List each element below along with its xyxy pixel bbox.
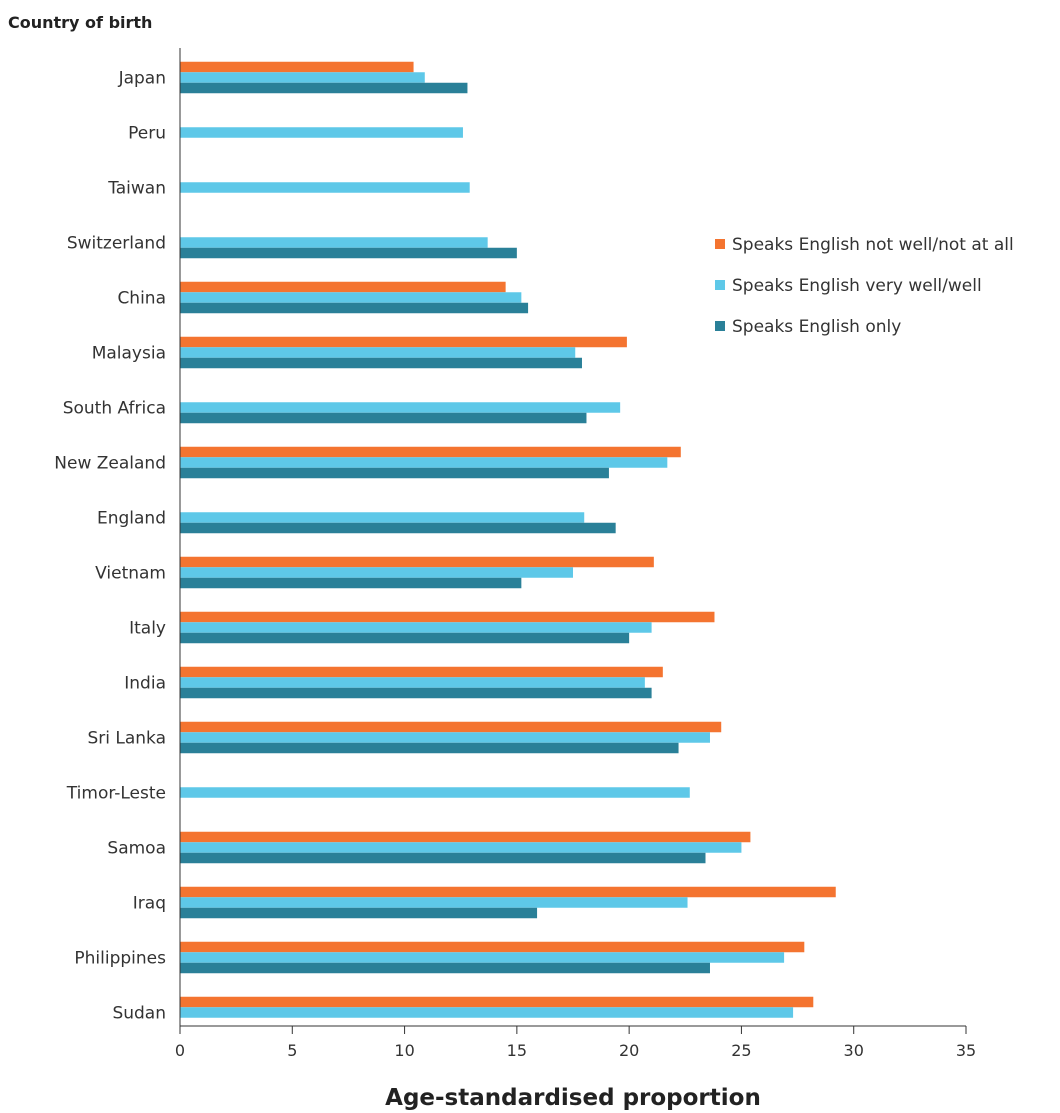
x-tick-label: 20 <box>619 1041 639 1060</box>
category-label: Switzerland <box>67 234 166 254</box>
bar <box>180 82 468 94</box>
bar <box>180 357 582 369</box>
bar <box>180 567 573 578</box>
bar <box>180 886 836 898</box>
category-label: China <box>117 289 166 309</box>
bar <box>180 996 814 1008</box>
legend-label: Speaks English only <box>732 317 901 337</box>
legend-label: Speaks English very well/well <box>732 276 982 296</box>
bar <box>180 247 517 259</box>
bar <box>180 666 663 678</box>
category-label: India <box>124 674 166 694</box>
bar <box>180 292 522 303</box>
bar <box>180 842 742 853</box>
legend-swatch <box>715 280 725 290</box>
bar <box>180 721 722 733</box>
bar <box>180 622 652 633</box>
bar <box>180 237 488 248</box>
bar <box>180 897 688 908</box>
bar <box>180 512 585 523</box>
bar <box>180 632 630 644</box>
category-label: Samoa <box>107 839 166 859</box>
category-label: Peru <box>128 124 166 144</box>
bar <box>180 941 805 953</box>
bar <box>180 852 706 864</box>
x-axis-title: Age-standardised proportion <box>385 1085 761 1111</box>
bar <box>180 72 425 83</box>
bar <box>180 347 576 358</box>
x-tick-label: 15 <box>507 1041 527 1060</box>
bar <box>180 336 627 348</box>
bars-group <box>180 61 836 1018</box>
x-tick-label: 25 <box>731 1041 751 1060</box>
bar <box>180 446 681 458</box>
category-label: New Zealand <box>54 454 166 474</box>
bar <box>180 687 652 699</box>
bar <box>180 742 679 754</box>
category-label: South Africa <box>63 399 166 419</box>
bar <box>180 962 710 974</box>
bar <box>180 281 506 293</box>
bar <box>180 412 587 424</box>
bar <box>180 556 654 568</box>
category-label: Iraq <box>133 894 166 914</box>
bar <box>180 457 668 468</box>
bar <box>180 611 715 623</box>
category-labels: Japan Peru Taiwan Switzerland China Malaysia S… <box>54 69 166 1024</box>
category-label: Japan <box>118 69 166 89</box>
x-tick-label: 5 <box>287 1041 297 1060</box>
category-label: Italy <box>129 619 166 639</box>
legend-swatch <box>715 321 725 331</box>
bar <box>180 302 529 314</box>
bar <box>180 467 609 479</box>
x-tick-label: 35 <box>956 1041 976 1060</box>
legend-swatch <box>715 239 725 249</box>
category-label: Timor-Leste <box>66 784 166 804</box>
bar <box>180 677 645 688</box>
category-label: Malaysia <box>92 344 166 364</box>
category-label: Philippines <box>74 949 166 969</box>
x-tick-label: 30 <box>844 1041 864 1060</box>
x-axis: 0 5 10 15 20 25 30 35 <box>175 48 976 1060</box>
bar <box>180 577 522 589</box>
category-label: Taiwan <box>107 179 166 199</box>
bar <box>180 831 751 843</box>
bar <box>180 952 785 963</box>
category-label: Sudan <box>112 1004 166 1024</box>
bar <box>180 732 710 743</box>
x-tick-label: 10 <box>394 1041 414 1060</box>
legend: Speaks English not well/not at all Speaks… <box>715 235 1014 337</box>
category-label: England <box>97 509 166 529</box>
bar <box>180 522 616 534</box>
bar <box>180 127 463 138</box>
bar <box>180 1007 794 1018</box>
x-tick-label: 0 <box>175 1041 185 1060</box>
legend-label: Speaks English not well/not at all <box>732 235 1014 255</box>
bar <box>180 787 690 798</box>
category-label: Vietnam <box>95 564 166 584</box>
category-label: Sri Lanka <box>87 729 166 749</box>
y-axis-title: Country of birth <box>8 13 152 32</box>
bar <box>180 907 538 919</box>
bar <box>180 182 470 193</box>
bar <box>180 61 414 73</box>
bar <box>180 402 621 413</box>
